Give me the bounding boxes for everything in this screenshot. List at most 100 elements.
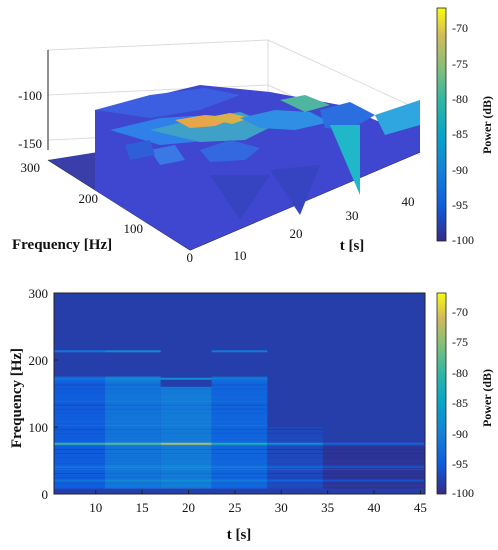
colorbar-tick-label: -75 xyxy=(452,335,468,349)
colorbar-label: Power (dB) xyxy=(480,369,494,427)
spectrogram-line xyxy=(267,442,323,445)
colorbar-tick-label: -95 xyxy=(452,457,468,471)
spectrogram-line xyxy=(211,350,268,353)
spectrogram-striation xyxy=(160,461,212,462)
spectrogram-striation xyxy=(160,457,212,458)
spectrogram-line xyxy=(160,479,212,482)
y-axis-label: Frequency [Hz] xyxy=(12,237,112,253)
spectrogram-striation xyxy=(267,473,323,474)
spectrogram-striation xyxy=(211,432,268,434)
spectrogram-band xyxy=(211,376,268,489)
spectrogram-striation xyxy=(105,376,161,378)
spectrogram-striation xyxy=(322,448,425,450)
x-tick-label: 10 xyxy=(89,500,102,515)
spectrogram-striation xyxy=(160,392,212,394)
spectrogram-striation xyxy=(267,485,323,486)
spectrogram-striation xyxy=(160,432,212,434)
colorbar-tick-label: -95 xyxy=(452,198,468,212)
spectrogram-striation xyxy=(54,380,106,382)
spectrogram-striation xyxy=(322,485,425,486)
spectrogram-striation xyxy=(54,416,106,418)
spectrogram-striation xyxy=(54,408,106,410)
spectrogram-striation xyxy=(54,457,106,458)
spectrogram-striation xyxy=(211,457,268,458)
spectrogram-striation xyxy=(54,392,106,394)
spectrogram-striation xyxy=(267,428,323,430)
spectrogram-frame xyxy=(53,292,426,495)
spectrogram-striation xyxy=(54,376,106,378)
spectrogram-band xyxy=(54,376,106,489)
spectrogram-striation xyxy=(160,473,212,474)
spectrogram-line xyxy=(54,377,106,380)
spectrogram-line xyxy=(54,350,106,353)
x-tick-label: 25 xyxy=(228,500,241,515)
spectrogram-striation xyxy=(105,420,161,422)
spectrogram-striation xyxy=(105,440,161,442)
spectrogram-striation xyxy=(322,465,425,466)
spectrogram-line xyxy=(267,466,323,469)
spectrogram-striation xyxy=(54,477,106,478)
spectrogram-striation xyxy=(211,416,268,418)
spectrogram-striation xyxy=(105,448,161,450)
spectrogram-line xyxy=(322,466,425,469)
spectrogram-striation xyxy=(160,424,212,426)
z-tick-label: -100 xyxy=(18,88,42,103)
surface-facets xyxy=(95,88,420,220)
y-axis-label: Frequency [Hz] xyxy=(9,348,25,448)
spectrogram-striation xyxy=(267,444,323,446)
spectrogram-striation xyxy=(105,485,161,486)
y-tick-label: 100 xyxy=(124,221,144,236)
spectrogram-striation xyxy=(54,420,106,422)
spectrogram-striation xyxy=(211,420,268,422)
spectrogram-line xyxy=(211,466,268,469)
spectrogram-striation xyxy=(54,388,106,390)
x-tick-label: 40 xyxy=(402,194,415,209)
y-tick-label: 100 xyxy=(29,420,49,435)
colorbar xyxy=(436,292,447,495)
spectrogram-striation xyxy=(105,424,161,426)
colorbar-tick-label: -85 xyxy=(452,127,468,141)
spectrogram-striation xyxy=(54,452,106,454)
spectrogram-striation xyxy=(211,392,268,394)
spectrogram-striation xyxy=(54,428,106,430)
y-tick-label: 0 xyxy=(187,250,194,265)
spectrogram-striation xyxy=(54,384,106,386)
spectrogram-striation xyxy=(105,469,161,470)
y-tick-label: 200 xyxy=(29,353,49,368)
spectrogram-line xyxy=(160,377,212,380)
x-axis-label: t [s] xyxy=(227,527,252,543)
colorbar-label: Power (dB) xyxy=(480,96,494,154)
spectrogram-striation xyxy=(105,432,161,434)
spectrogram-striation xyxy=(211,412,268,414)
colorbar-tick-label: -100 xyxy=(452,233,474,247)
spectrogram-striation xyxy=(211,473,268,474)
spectrogram-striation xyxy=(160,469,212,470)
x-tick-label: 20 xyxy=(290,226,303,241)
spectrogram-striation xyxy=(105,400,161,402)
spectrogram-striation xyxy=(54,440,106,442)
spectrogram-striation xyxy=(322,444,425,446)
spectrogram-striation xyxy=(105,452,161,454)
z-tick-label: -150 xyxy=(18,136,42,151)
spectrogram-striation xyxy=(160,452,212,454)
spectrogram-line xyxy=(211,479,268,482)
spectrogram-striation xyxy=(322,457,425,458)
spectrogram-plot: 10 15 20 25 30 35 40 45 0 100 200 300 Frequency [Hz… xyxy=(9,286,494,543)
spectrogram-striation xyxy=(211,376,268,378)
spectrogram-striation xyxy=(54,400,106,402)
x-tick-label: 20 xyxy=(182,500,195,515)
spectrogram-striation xyxy=(54,469,106,470)
x-tick-label: 30 xyxy=(275,500,288,515)
spectrogram-striation xyxy=(105,404,161,406)
spectrogram-striation xyxy=(105,388,161,390)
x-tick-label: 35 xyxy=(321,500,334,515)
spectrogram-striation xyxy=(160,396,212,398)
spectrogram-striation xyxy=(160,404,212,406)
spectrogram-line xyxy=(105,466,161,469)
colorbar-ticks: -70 -75 -80 -85 -90 -95 -100 xyxy=(452,21,474,247)
spectrogram-striation xyxy=(54,432,106,434)
x-tick-label: 15 xyxy=(136,500,149,515)
spectrogram-striation xyxy=(160,412,212,414)
colorbar-tick-label: -90 xyxy=(452,427,468,441)
